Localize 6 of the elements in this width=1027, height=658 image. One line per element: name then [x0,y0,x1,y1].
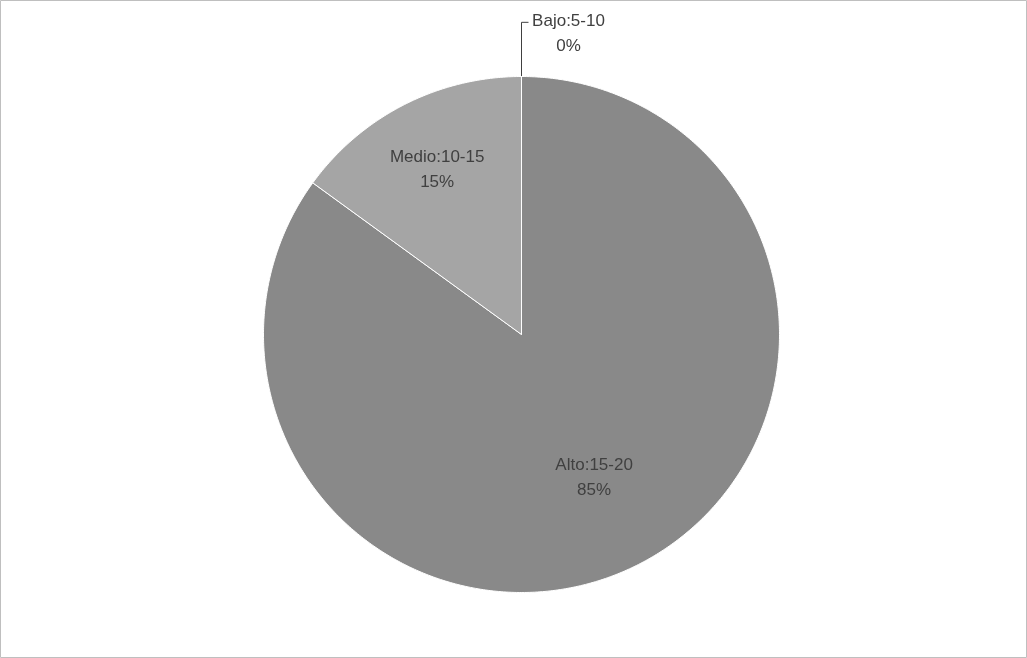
slice-label: Alto:15-20 [555,455,633,475]
data-label: 15% [420,171,455,191]
data-label: 85% [577,479,612,499]
category-label: Bajo:5-10 [532,11,605,31]
slice-label: Medio:10-15 [389,147,485,167]
text: 0% [556,36,581,56]
